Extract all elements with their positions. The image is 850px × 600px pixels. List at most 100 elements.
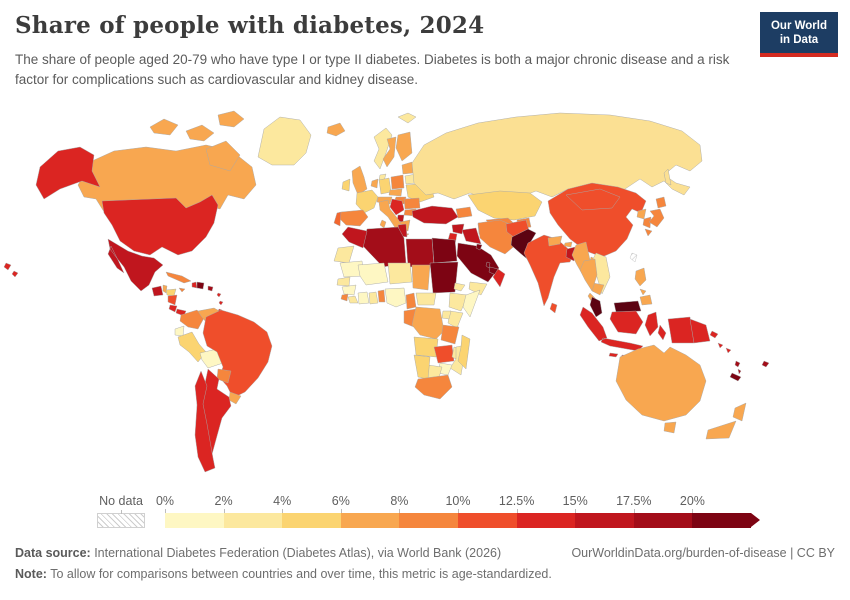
country-united-states[interactable]: United States	[101, 194, 219, 256]
country-togo-benin[interactable]: Togo-Benin	[377, 289, 386, 303]
country-mexico[interactable]: Mexico	[107, 238, 164, 292]
legend-bin-0-2%[interactable]	[165, 513, 224, 528]
country-benelux[interactable]: Benelux	[370, 178, 379, 189]
country-greenland[interactable]: Greenland	[257, 116, 312, 166]
country-nicaragua[interactable]: Nicaragua	[167, 294, 178, 306]
legend-bin-6-8%[interactable]	[340, 513, 400, 528]
country-australia[interactable]: Australia	[615, 344, 707, 422]
country-svalbard[interactable]: Svalbard	[397, 112, 417, 124]
country-ghana[interactable]: Ghana	[368, 291, 379, 305]
legend-bin-20%+[interactable]	[692, 513, 751, 528]
country-guatemala[interactable]: Guatemala	[151, 285, 164, 297]
country-malaysia[interactable]: Malaysia	[589, 296, 642, 318]
country-libya[interactable]: Libya	[405, 238, 435, 268]
legend-bin-8-10%[interactable]	[399, 513, 458, 528]
country-dr-congo[interactable]: DR Congo	[411, 306, 445, 340]
country-colombia[interactable]: Colombia	[179, 309, 205, 330]
country-kuwait[interactable]: Kuwait	[475, 243, 483, 251]
country-norway[interactable]: Norway	[373, 127, 393, 170]
legend-nodata[interactable]: No data	[97, 494, 145, 528]
country-algeria[interactable]: Algeria	[361, 226, 407, 268]
country-senegal[interactable]: Senegal	[336, 276, 351, 287]
country-sierra-leone[interactable]: Sierra Leone	[340, 293, 349, 302]
country-jamaica[interactable]: Jamaica	[178, 287, 186, 293]
country-niger[interactable]: Niger	[387, 262, 413, 285]
country-ireland[interactable]: Ireland	[341, 178, 351, 192]
attribution-link[interactable]: OurWorldinData.org/burden-of-disease | C…	[571, 546, 835, 560]
country-kazakhstan[interactable]: Kazakhstan	[467, 190, 543, 221]
country-zambia[interactable]: Zambia	[433, 344, 455, 364]
country-serbia-bosnia-croatia[interactable]: Serbia-Bosnia-Croatia	[389, 198, 405, 216]
country-tanzania[interactable]: Tanzania	[440, 324, 460, 345]
country-liberia[interactable]: Liberia	[347, 295, 359, 304]
country-honduras[interactable]: Honduras	[165, 288, 177, 297]
country-oman[interactable]: Oman	[492, 268, 506, 288]
country-vanuatu[interactable]: Vanuatu	[734, 360, 742, 375]
country-chad[interactable]: Chad	[411, 264, 431, 291]
country-taiwan[interactable]: Taiwan	[629, 252, 638, 263]
country-thailand[interactable]: Thailand	[579, 258, 598, 305]
country-sudan[interactable]: Sudan	[429, 261, 459, 294]
country-philippines[interactable]: Philippines	[634, 267, 653, 306]
country-sweden[interactable]: Sweden	[382, 136, 397, 168]
legend-bin-10-12.5%[interactable]	[457, 513, 517, 528]
country-uruguay[interactable]: Uruguay	[228, 391, 242, 405]
country-bhutan[interactable]: Bhutan	[563, 241, 573, 248]
country-china[interactable]: China	[547, 182, 647, 258]
country-paraguay[interactable]: Paraguay	[216, 368, 232, 384]
country-dominican-republic[interactable]: Dominican Republic	[196, 281, 205, 290]
country-solomon-islands[interactable]: Solomon Islands	[717, 342, 732, 354]
country-south-korea[interactable]: South Korea	[642, 216, 652, 229]
country-mongolia[interactable]: Mongolia	[565, 188, 621, 211]
country-nepal[interactable]: Nepal	[547, 235, 563, 247]
country-tasmania-australia-[interactable]: Tasmania (Australia)	[663, 421, 677, 434]
world-map[interactable]: GreenlandIcelandCanadaCanada Arctic Isla…	[0, 105, 850, 490]
country-ethiopia[interactable]: Ethiopia	[448, 292, 469, 312]
country-sri-lanka[interactable]: Sri Lanka	[549, 302, 558, 314]
country-central-african-republic[interactable]: Central African Republic	[415, 292, 437, 306]
country-germany[interactable]: Germany	[378, 177, 392, 195]
country-new-caledonia[interactable]: New Caledonia	[729, 372, 742, 382]
country-costa-rica[interactable]: Costa Rica	[168, 304, 178, 313]
country-western-sahara[interactable]: Western Sahara	[333, 245, 355, 264]
country-japan[interactable]: Japan	[644, 196, 667, 237]
country-uganda[interactable]: Uganda	[441, 310, 452, 320]
legend-bin-17.5-20%[interactable]	[633, 513, 693, 528]
country-bangladesh[interactable]: Bangladesh	[565, 246, 576, 262]
country-eritrea[interactable]: Eritrea	[453, 282, 466, 292]
country-russia[interactable]: Russia	[411, 112, 703, 200]
country-cameroon[interactable]: Cameroon	[405, 292, 417, 310]
country-syria[interactable]: Syria	[451, 223, 465, 235]
legend-bin-4-6%[interactable]	[282, 513, 341, 528]
country-czechia-slovakia[interactable]: Czechia-Slovakia	[388, 188, 403, 197]
country-romania[interactable]: Romania	[403, 197, 421, 210]
country-ecuador[interactable]: Ecuador	[174, 325, 185, 337]
country-sakhalin-russia-[interactable]: Sakhalin (Russia)	[663, 168, 672, 186]
country-qatar[interactable]: Qatar	[485, 261, 491, 269]
country-angola[interactable]: Angola	[413, 336, 439, 358]
legend-bin-2-4%[interactable]	[223, 513, 283, 528]
country-haiti[interactable]: Haiti	[191, 281, 198, 289]
country-papua-new-guinea[interactable]: Papua New Guinea	[689, 318, 719, 344]
country-iraq[interactable]: Iraq	[461, 227, 482, 245]
country-nigeria[interactable]: Nigeria	[384, 287, 407, 308]
country-cote-d-ivoire[interactable]: Cote d'Ivoire	[357, 291, 370, 305]
country-fiji[interactable]: Fiji	[761, 360, 770, 368]
country-somalia[interactable]: Somalia	[462, 289, 481, 318]
country-chile[interactable]: Chile	[194, 370, 216, 473]
country-caucasus[interactable]: Caucasus	[455, 206, 473, 219]
country-guinea[interactable]: Guinea	[341, 284, 357, 296]
owid-logo[interactable]: Our World in Data	[760, 12, 838, 57]
country-united-kingdom[interactable]: United Kingdom	[351, 165, 368, 196]
country-yemen[interactable]: Yemen	[468, 281, 488, 296]
country-canada-arctic-islands[interactable]: Canada Arctic Islands	[149, 110, 245, 172]
country-morocco[interactable]: Morocco	[341, 226, 368, 249]
legend-bin-12.5-15%[interactable]	[516, 513, 576, 528]
country-madagascar[interactable]: Madagascar	[457, 334, 471, 370]
country-south-africa[interactable]: South Africa	[414, 374, 453, 400]
country-mali[interactable]: Mali	[357, 262, 389, 286]
country-poland[interactable]: Poland	[390, 174, 405, 190]
country-puerto-rico[interactable]: Puerto Rico	[207, 285, 214, 292]
country-france[interactable]: France	[355, 189, 379, 214]
country-turkey[interactable]: Turkey	[411, 205, 459, 225]
